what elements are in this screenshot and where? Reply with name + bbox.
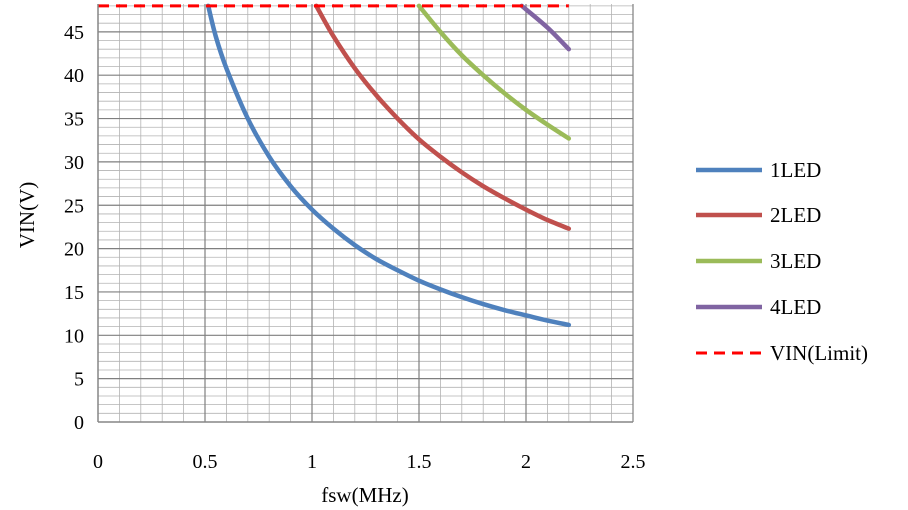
major-grid bbox=[98, 4, 634, 422]
x-axis-title: fsw(MHz) bbox=[321, 483, 408, 507]
x-tick-label: 0 bbox=[93, 451, 103, 473]
series-lines bbox=[98, 3, 572, 328]
x-tick-label: 0.5 bbox=[193, 451, 218, 473]
y-tick-label: 25 bbox=[64, 195, 84, 217]
y-tick-label: 5 bbox=[74, 369, 84, 391]
legend-label-3led: 3LED bbox=[770, 249, 821, 273]
y-tick-labels: 0 5 10 15 20 25 30 35 40 45 bbox=[64, 22, 84, 434]
minor-grid bbox=[98, 4, 633, 422]
y-tick-label: 35 bbox=[64, 109, 84, 131]
y-tick-label: 40 bbox=[64, 65, 84, 87]
legend-label-4led: 4LED bbox=[770, 295, 821, 319]
series-line-1led bbox=[205, 3, 572, 328]
series-line-2led bbox=[314, 3, 572, 231]
y-tick-label: 20 bbox=[64, 239, 84, 261]
y-axis-title: VIN(V) bbox=[15, 182, 39, 248]
legend: 1LED 2LED 3LED 4LED VIN(Limit) bbox=[696, 158, 868, 365]
legend-label-vin-limit: VIN(Limit) bbox=[770, 341, 868, 365]
series-line-4led bbox=[519, 3, 572, 52]
x-tick-label: 1.5 bbox=[407, 451, 432, 473]
x-tick-label: 2.5 bbox=[621, 451, 646, 473]
x-tick-labels: 0 0.5 1 1.5 2 2.5 bbox=[93, 451, 646, 473]
x-tick-label: 2 bbox=[521, 451, 531, 473]
x-tick-label: 1 bbox=[307, 451, 317, 473]
y-tick-label: 15 bbox=[64, 282, 84, 304]
legend-label-1led: 1LED bbox=[770, 158, 821, 182]
y-tick-label: 30 bbox=[64, 152, 84, 174]
y-tick-label: 0 bbox=[74, 412, 84, 434]
y-tick-label: 45 bbox=[64, 22, 84, 44]
series-line-3led bbox=[416, 3, 572, 141]
legend-label-2led: 2LED bbox=[770, 203, 821, 227]
y-tick-label: 10 bbox=[64, 325, 84, 347]
